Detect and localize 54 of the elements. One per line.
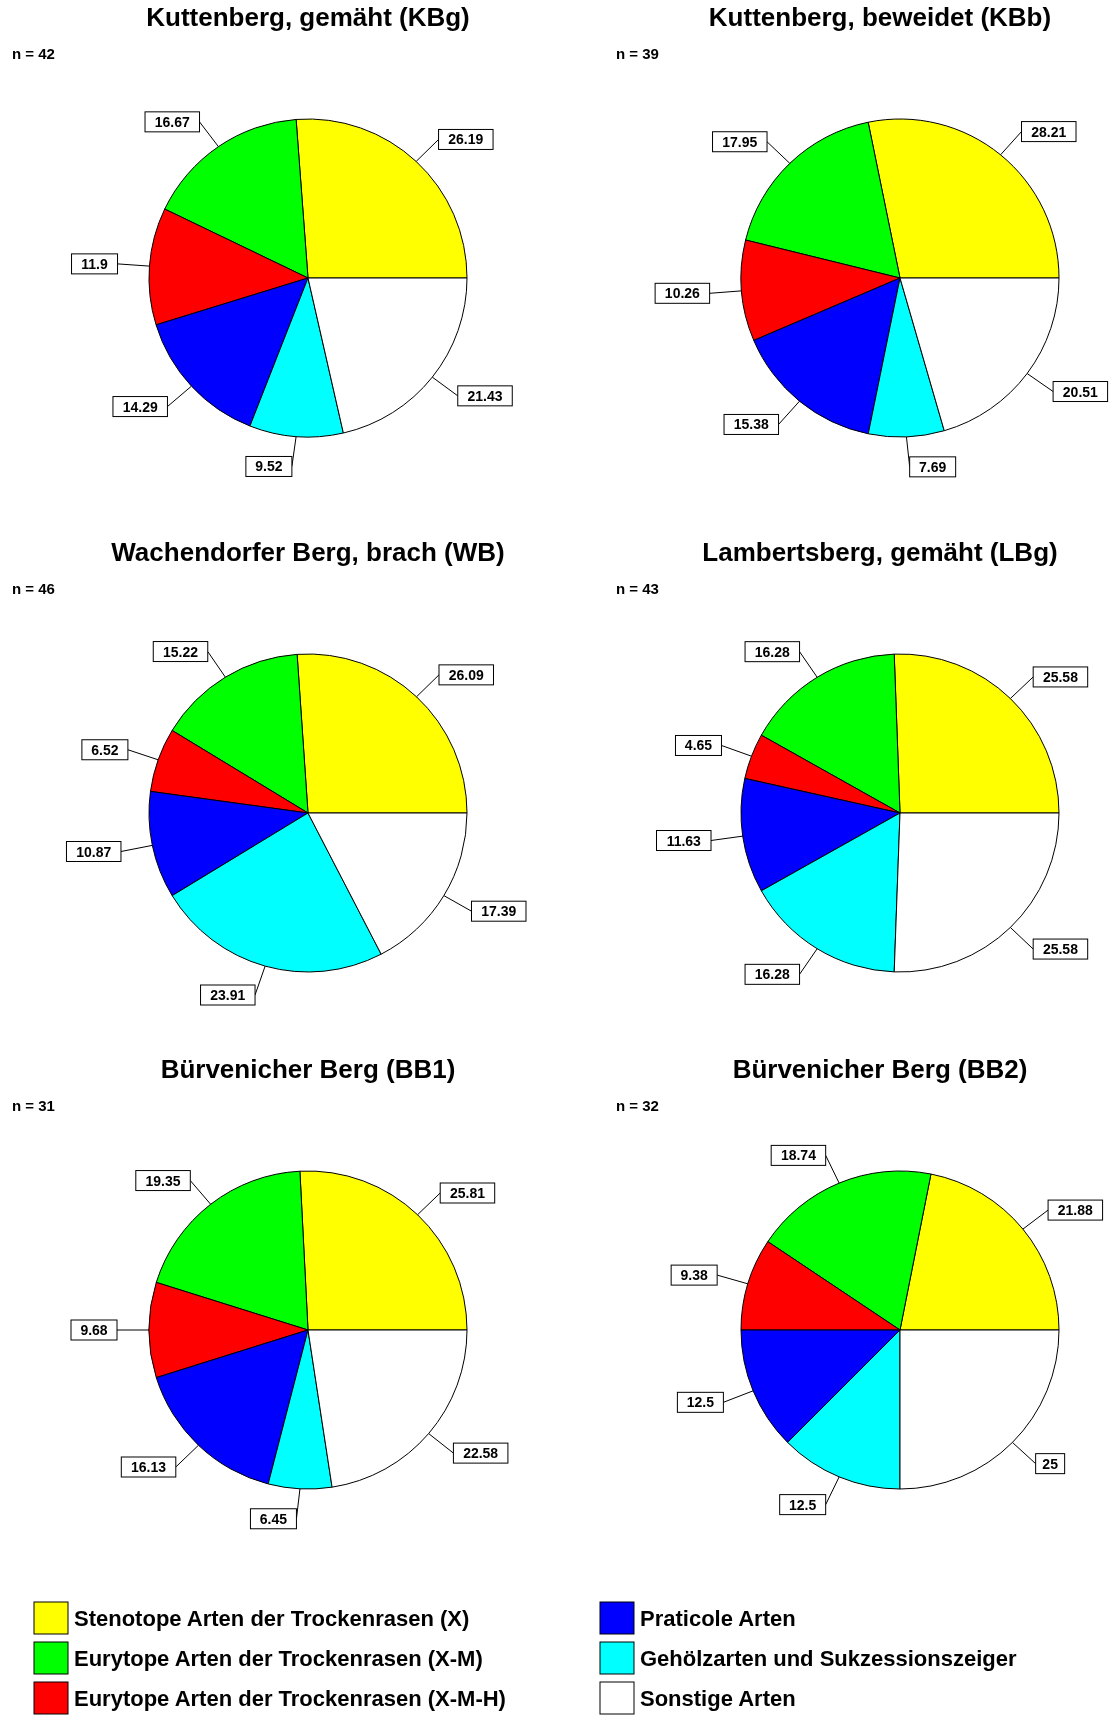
text: n = 42 [12, 45, 55, 62]
data-label: 16.13 [131, 1459, 167, 1475]
data-label: 10.26 [664, 285, 701, 302]
text: n = 46 [12, 580, 55, 597]
data-label: 4.65 [684, 737, 713, 754]
data-label: 21.43 [467, 387, 503, 404]
chart-title: Lambertsberg, gemäht (LBg) [702, 537, 1058, 567]
data-label: 21.88 [1057, 1202, 1094, 1219]
chart-title: Wachendorfer Berg, brach (WB) [111, 537, 505, 567]
data-label: 25 [1042, 1455, 1059, 1472]
data-label: 15.38 [733, 416, 770, 433]
data-label: 26.19 [448, 131, 484, 148]
legend-label: Eurytope Arten der Trockenrasen (X-M) [74, 1646, 483, 1671]
data-label: 16.28 [754, 643, 791, 660]
data-label: 15.22 [162, 643, 199, 660]
text: n = 31 [12, 1097, 55, 1114]
data-label: 7.69 [919, 458, 947, 475]
data-label: 28.21 [1031, 123, 1067, 140]
data-label: 6.52 [91, 741, 119, 758]
chart-title: Bürvenicher Berg (BB1) [160, 1054, 456, 1084]
data-label: 12.5 [686, 1394, 715, 1411]
data-label: 18.74 [780, 1147, 817, 1164]
data-label: 9.68 [80, 1322, 108, 1338]
legend-label: Gehölzarten und Sukzessionszeiger [640, 1646, 1017, 1671]
data-label: 12.5 [789, 1496, 817, 1513]
data-label: 25.81 [449, 1185, 486, 1201]
data-label: 26.09 [448, 666, 484, 683]
data-label: 9.38 [680, 1267, 708, 1284]
legend-label: Praticole Arten [640, 1606, 796, 1631]
legend-label: Stenotope Arten der Trockenrasen (X) [74, 1606, 470, 1631]
data-label: 14.29 [122, 398, 158, 415]
text: n = 32 [616, 1097, 659, 1114]
data-label: 25.58 [1042, 941, 1079, 958]
data-label: 10.87 [76, 843, 112, 860]
text: n = 43 [616, 580, 659, 597]
legend-label: Eurytope Arten der Trockenrasen (X-M-H) [74, 1686, 506, 1711]
data-label: 23.91 [210, 987, 246, 1003]
data-label: 25.58 [1042, 668, 1079, 685]
data-label: 17.39 [481, 903, 517, 920]
data-label: 9.52 [255, 458, 283, 475]
data-label: 19.35 [145, 1172, 181, 1189]
data-label: 20.51 [1062, 383, 1099, 400]
data-label: 11.9 [81, 255, 108, 272]
data-label: 6.45 [259, 1510, 288, 1527]
data-label: 22.58 [463, 1445, 499, 1462]
chart-title: Kuttenberg, gemäht (KBg) [146, 2, 470, 32]
data-label: 11.63 [666, 832, 702, 849]
chart-title: Kuttenberg, beweidet (KBb) [708, 2, 1052, 32]
chart-title: Bürvenicher Berg (BB2) [732, 1054, 1028, 1084]
data-label: 16.28 [754, 966, 791, 983]
data-label: 16.67 [154, 113, 190, 130]
data-label: 17.95 [722, 133, 758, 150]
text: n = 39 [616, 45, 659, 62]
legend-label: Sonstige Arten [640, 1686, 796, 1711]
